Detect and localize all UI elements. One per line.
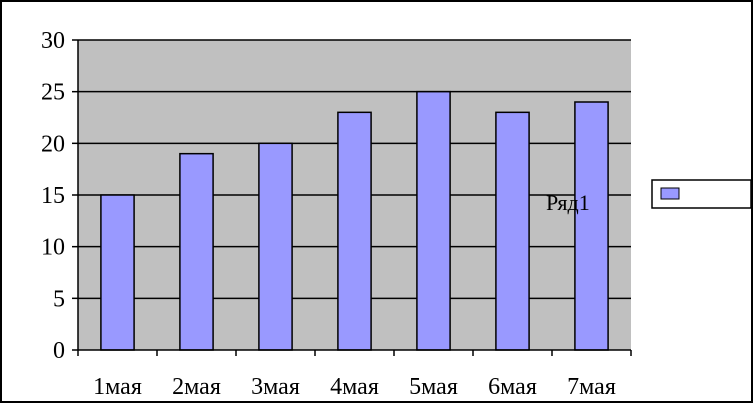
y-tick-label: 5 [53,286,65,312]
x-tick-label: 7мая [567,374,616,400]
bar-1мая [100,194,135,351]
x-tick-label: 1мая [93,374,142,400]
x-tick-label: 2мая [172,374,221,400]
bar-4мая [337,111,372,351]
legend-swatch [660,187,680,200]
y-axis-ticks: 0 5 10 15 20 25 30 [41,28,78,364]
bars [100,90,609,351]
y-tick-label: 25 [41,80,65,106]
x-tick-label: 5мая [409,374,458,400]
bar-6мая [495,111,530,351]
bar-5мая [416,90,451,351]
series-name-label: Ряд1 [546,190,590,215]
y-tick-label: 0 [53,338,65,364]
x-axis-ticks: 1мая 2мая 3мая 4мая 5мая 6мая 7мая [77,350,632,400]
x-tick-label: 4мая [330,374,379,400]
y-tick-label: 20 [41,131,65,157]
x-tick-label: 3мая [251,374,300,400]
y-tick-label: 15 [41,183,65,209]
series-name-labels: Ряд1 [546,190,590,215]
x-tick-label: 6мая [488,374,537,400]
legend [651,179,752,209]
bar-7мая [574,101,609,351]
y-tick-label: 30 [41,28,65,54]
y-tick-label: 10 [41,235,65,261]
bar-2мая [179,152,214,351]
bar-3мая [258,142,293,351]
